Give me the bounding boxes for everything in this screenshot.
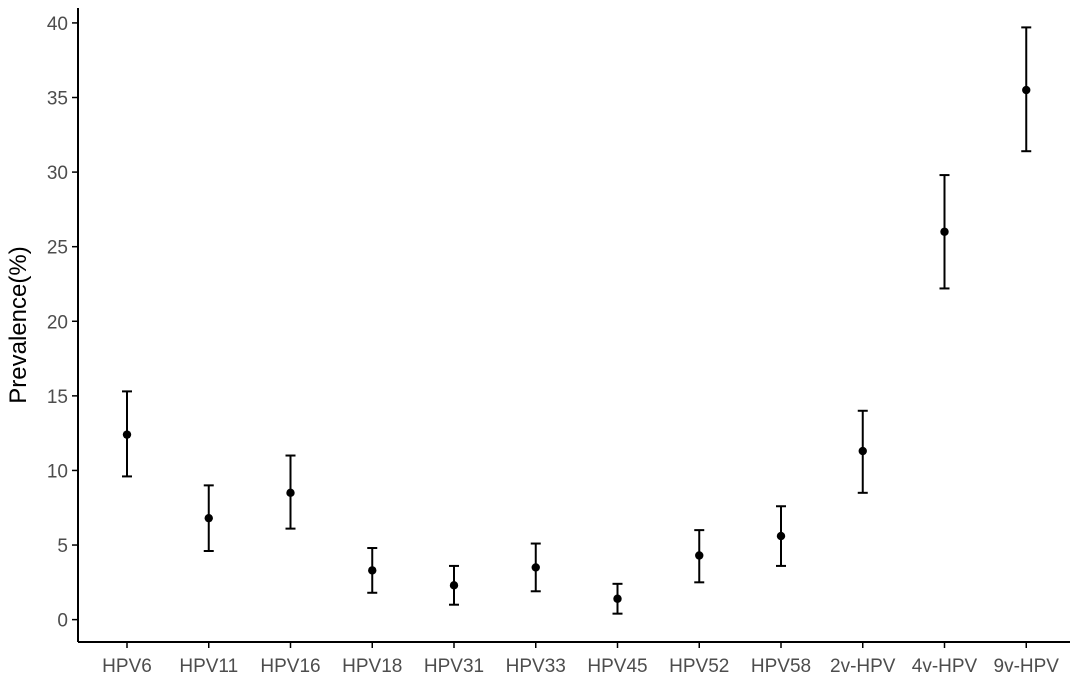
- data-point: [1022, 85, 1031, 95]
- data-point: [531, 563, 540, 572]
- data-point: [286, 488, 295, 498]
- y-tick-label: 30: [47, 163, 68, 184]
- x-tick-label: 9v-HPV: [994, 656, 1060, 677]
- x-tick-label: HPV6: [102, 656, 152, 677]
- y-tick-label: 0: [57, 611, 68, 632]
- x-tick-label: HPV58: [751, 656, 811, 677]
- x-tick-label: HPV11: [179, 656, 238, 677]
- x-tick-label: HPV33: [506, 656, 566, 677]
- x-tick-label: 2v-HPV: [830, 656, 896, 677]
- y-tick-label: 40: [47, 14, 68, 35]
- y-tick-label: 35: [47, 89, 68, 110]
- data-marks: [122, 26, 1032, 615]
- data-point: [858, 446, 867, 456]
- data-point: [204, 513, 213, 523]
- data-point: [776, 531, 786, 541]
- axes: [77, 8, 1070, 643]
- data-point: [613, 594, 622, 603]
- x-tick-label: HPV52: [669, 656, 729, 677]
- data-point: [122, 430, 132, 439]
- data-point: [368, 566, 377, 575]
- y-tick-label: 25: [47, 238, 68, 259]
- y-tick-label: 10: [47, 461, 68, 482]
- y-tick-label: 20: [47, 312, 68, 333]
- x-axis-ticks: HPV6 HPV11 HPV16 HPV18 HPV31 HPV33 HPV45 HPV52 H…: [102, 642, 1059, 677]
- data-point: [695, 551, 704, 560]
- x-tick-label: HPV45: [587, 656, 647, 677]
- x-tick-label: 4v-HPV: [912, 656, 978, 677]
- data-point: [940, 227, 949, 236]
- y-axis-title: Prevalence(%): [5, 246, 32, 403]
- x-tick-label: HPV16: [260, 656, 320, 677]
- x-tick-label: HPV31: [424, 656, 484, 677]
- x-tick-label: HPV18: [342, 656, 402, 677]
- y-axis-ticks: 0 5 10 15 20 25 30 35 40: [47, 14, 78, 632]
- y-tick-label: 5: [57, 536, 68, 557]
- y-tick-label: 15: [47, 387, 68, 408]
- data-point: [449, 581, 459, 590]
